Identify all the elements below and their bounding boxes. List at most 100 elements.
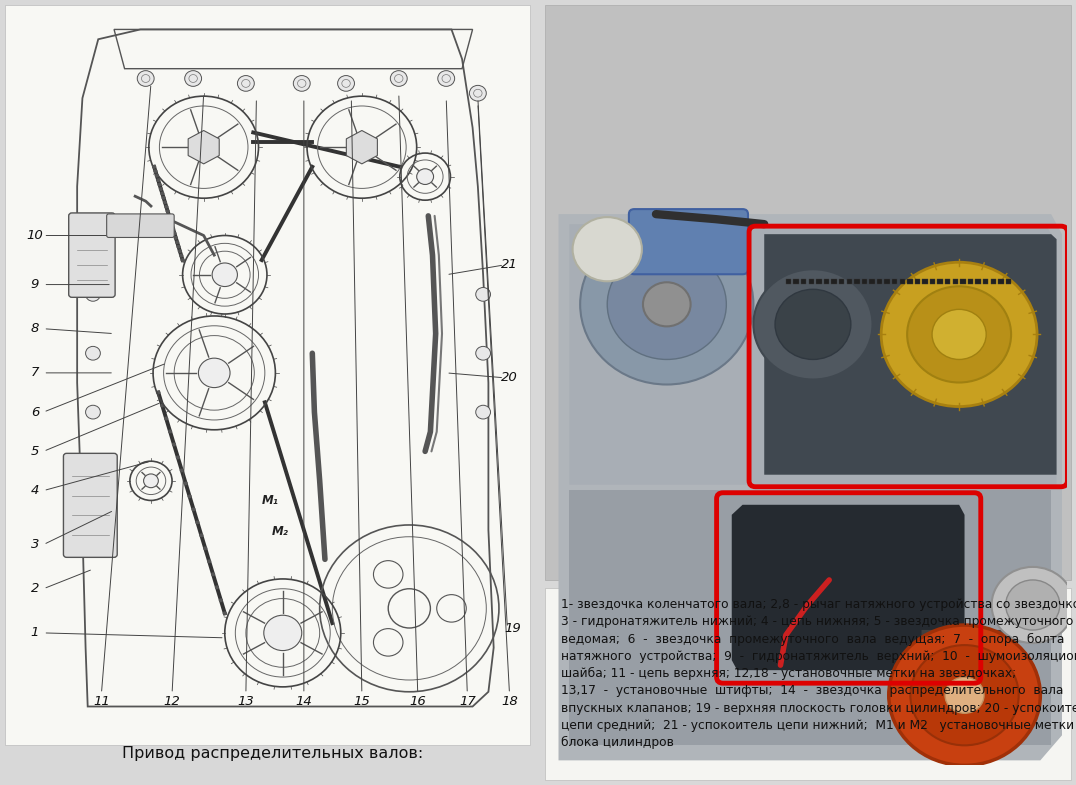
Circle shape bbox=[211, 572, 215, 576]
Circle shape bbox=[172, 232, 176, 236]
Circle shape bbox=[152, 165, 156, 169]
Circle shape bbox=[180, 469, 184, 473]
FancyBboxPatch shape bbox=[69, 213, 115, 298]
Bar bbox=[1006, 279, 1011, 284]
Circle shape bbox=[945, 677, 985, 714]
Text: 17: 17 bbox=[459, 695, 476, 708]
Bar bbox=[983, 279, 989, 284]
Text: 3: 3 bbox=[31, 538, 39, 551]
Circle shape bbox=[476, 287, 491, 301]
Circle shape bbox=[218, 598, 223, 602]
Polygon shape bbox=[732, 505, 964, 670]
Bar bbox=[952, 279, 958, 284]
Circle shape bbox=[350, 136, 374, 159]
Polygon shape bbox=[569, 490, 1051, 745]
Circle shape bbox=[643, 283, 691, 327]
Circle shape bbox=[166, 210, 170, 214]
Circle shape bbox=[469, 86, 486, 101]
Circle shape bbox=[138, 71, 154, 86]
Polygon shape bbox=[764, 234, 1057, 475]
Circle shape bbox=[198, 358, 230, 388]
Bar bbox=[945, 279, 950, 284]
Circle shape bbox=[264, 615, 301, 651]
Circle shape bbox=[1006, 580, 1060, 630]
Text: 2: 2 bbox=[31, 582, 39, 595]
Circle shape bbox=[168, 429, 172, 433]
Bar bbox=[967, 279, 973, 284]
Circle shape bbox=[203, 546, 208, 550]
Bar bbox=[862, 279, 867, 284]
Circle shape bbox=[907, 287, 1011, 382]
Circle shape bbox=[143, 474, 158, 487]
Bar bbox=[847, 279, 852, 284]
Text: 12: 12 bbox=[164, 695, 181, 708]
Circle shape bbox=[156, 390, 160, 394]
Circle shape bbox=[294, 75, 310, 91]
Circle shape bbox=[185, 71, 201, 86]
Circle shape bbox=[184, 481, 188, 485]
Bar bbox=[937, 279, 943, 284]
Circle shape bbox=[160, 192, 165, 195]
Text: 10: 10 bbox=[27, 229, 43, 242]
Polygon shape bbox=[188, 130, 220, 164]
Circle shape bbox=[168, 218, 172, 222]
Circle shape bbox=[889, 625, 1040, 765]
Circle shape bbox=[607, 249, 726, 360]
Bar bbox=[999, 279, 1004, 284]
FancyBboxPatch shape bbox=[63, 454, 117, 557]
Circle shape bbox=[476, 346, 491, 360]
Circle shape bbox=[187, 495, 192, 498]
Bar bbox=[839, 279, 845, 284]
Circle shape bbox=[207, 560, 211, 564]
Circle shape bbox=[238, 75, 254, 91]
Bar bbox=[793, 279, 798, 284]
Circle shape bbox=[775, 290, 851, 360]
Circle shape bbox=[159, 187, 164, 191]
Circle shape bbox=[391, 71, 407, 86]
Circle shape bbox=[162, 200, 167, 204]
Circle shape bbox=[154, 170, 157, 173]
Bar bbox=[824, 279, 830, 284]
Text: 14: 14 bbox=[296, 695, 312, 708]
Circle shape bbox=[181, 258, 185, 262]
Circle shape bbox=[171, 227, 175, 231]
Bar bbox=[817, 279, 822, 284]
Circle shape bbox=[170, 223, 174, 227]
Bar bbox=[809, 279, 815, 284]
Text: 16: 16 bbox=[409, 695, 426, 708]
Bar bbox=[854, 279, 860, 284]
Bar bbox=[907, 279, 912, 284]
Circle shape bbox=[223, 612, 227, 615]
Bar bbox=[892, 279, 897, 284]
Text: 1: 1 bbox=[31, 626, 39, 640]
Circle shape bbox=[196, 520, 199, 524]
Circle shape bbox=[176, 245, 181, 249]
Circle shape bbox=[199, 533, 203, 537]
Circle shape bbox=[338, 75, 354, 91]
Text: 19: 19 bbox=[505, 622, 521, 634]
Bar bbox=[915, 279, 920, 284]
Bar bbox=[975, 279, 981, 284]
Bar bbox=[877, 279, 882, 284]
Bar bbox=[832, 279, 837, 284]
Text: 20: 20 bbox=[501, 371, 518, 385]
FancyBboxPatch shape bbox=[628, 209, 748, 274]
Text: M₁: M₁ bbox=[261, 494, 279, 507]
Bar bbox=[922, 279, 928, 284]
Circle shape bbox=[179, 254, 183, 257]
Circle shape bbox=[910, 645, 1019, 745]
FancyBboxPatch shape bbox=[107, 214, 174, 237]
Circle shape bbox=[580, 225, 753, 385]
Circle shape bbox=[175, 455, 180, 459]
Text: 15: 15 bbox=[354, 695, 370, 708]
Text: 13: 13 bbox=[238, 695, 254, 708]
Circle shape bbox=[86, 346, 100, 360]
Circle shape bbox=[192, 507, 196, 511]
Circle shape bbox=[172, 443, 176, 447]
Circle shape bbox=[155, 173, 159, 177]
Circle shape bbox=[175, 240, 180, 244]
FancyBboxPatch shape bbox=[546, 588, 1071, 780]
Circle shape bbox=[160, 403, 165, 407]
Circle shape bbox=[192, 136, 216, 159]
Circle shape bbox=[881, 262, 1037, 407]
